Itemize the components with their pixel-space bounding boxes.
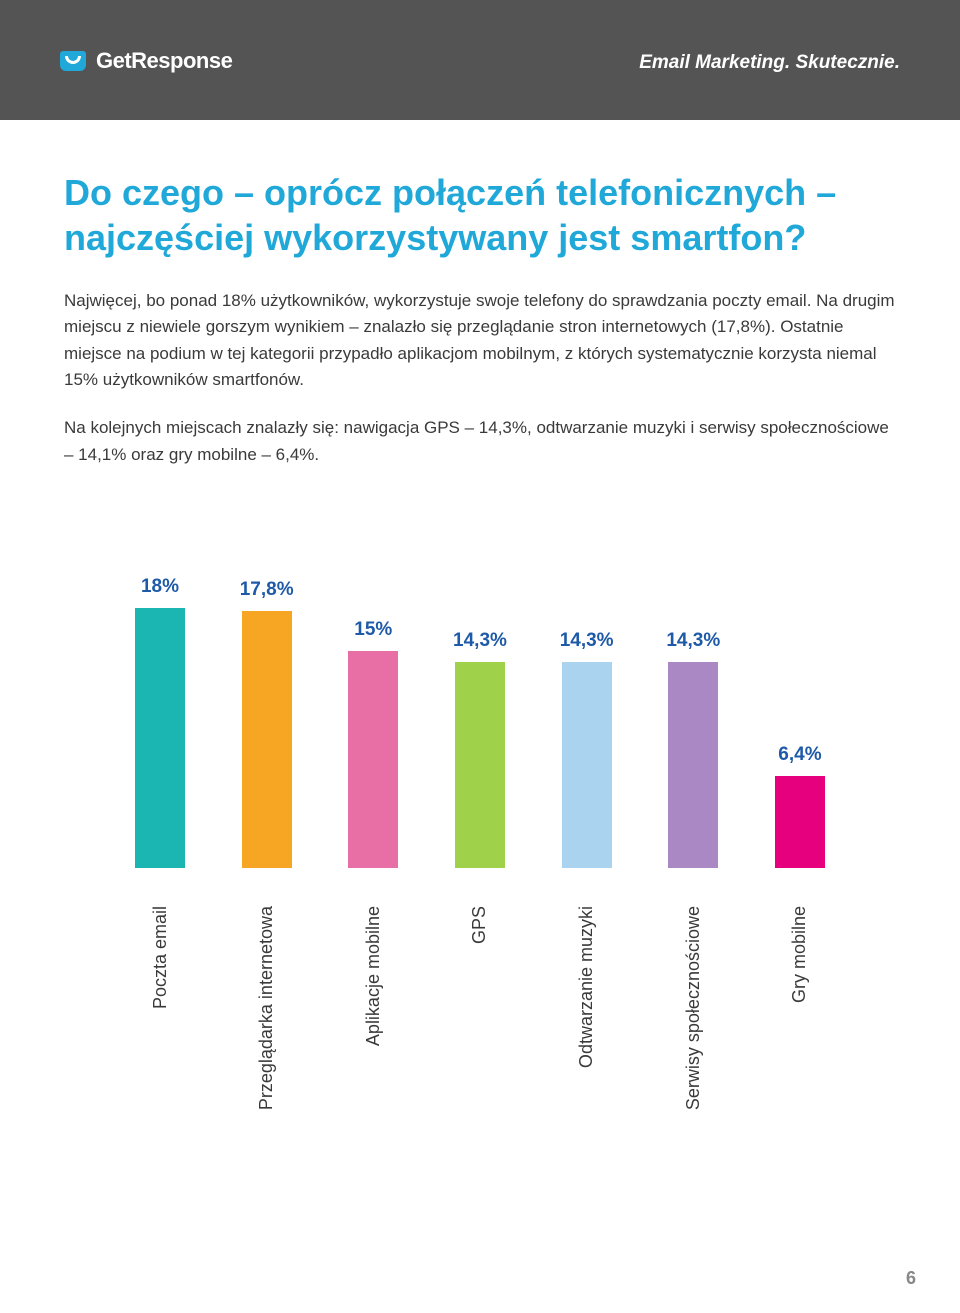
paragraph-2: Na kolejnych miejscach znalazły się: naw… bbox=[64, 415, 896, 468]
chart-bar: 14,3% bbox=[665, 630, 721, 869]
page-content: Do czego – oprócz połączeń telefonicznyc… bbox=[0, 120, 960, 1186]
chart-bar-rect bbox=[668, 662, 718, 869]
header-bar: GetResponse Email Marketing. Skutecznie. bbox=[0, 0, 960, 120]
chart-bar-value: 6,4% bbox=[778, 744, 821, 766]
chart-bar: 18% bbox=[132, 576, 188, 868]
chart-bar-label: Gry mobilne bbox=[772, 906, 828, 1186]
chart-bar-label: Odtwarzanie muzyki bbox=[559, 906, 615, 1186]
tagline: Email Marketing. Skutecznie. bbox=[639, 52, 900, 74]
chart-bar: 6,4% bbox=[772, 744, 828, 868]
chart-bar-value: 15% bbox=[354, 619, 392, 641]
chart-bar-value: 17,8% bbox=[240, 579, 294, 601]
chart-bar-label: Aplikacje mobilne bbox=[345, 906, 401, 1186]
chart-bar-rect bbox=[135, 608, 185, 868]
chart-bar: 14,3% bbox=[452, 630, 508, 869]
brand-name: GetResponse bbox=[96, 48, 232, 74]
chart-bar-rect bbox=[455, 662, 505, 869]
chart-bar-value: 14,3% bbox=[453, 630, 507, 652]
chart-bar-label: Poczta email bbox=[132, 906, 188, 1186]
chart-bar-label: Przeglądarka internetowa bbox=[239, 906, 295, 1186]
envelope-icon bbox=[60, 51, 86, 71]
chart-bar: 14,3% bbox=[559, 630, 615, 869]
paragraph-1: Najwięcej, bo ponad 18% użytkowników, wy… bbox=[64, 288, 896, 393]
chart-bar-rect bbox=[775, 776, 825, 868]
chart-bar-label: GPS bbox=[452, 906, 508, 1186]
chart-bar: 15% bbox=[345, 619, 401, 868]
chart-bar-value: 18% bbox=[141, 576, 179, 598]
chart-bar-label: Serwisy społecznościowe bbox=[665, 906, 721, 1186]
chart-bar-rect bbox=[562, 662, 612, 869]
page-title: Do czego – oprócz połączeń telefonicznyc… bbox=[64, 170, 896, 260]
chart-bar-rect bbox=[242, 611, 292, 868]
chart-bar-value: 14,3% bbox=[560, 630, 614, 652]
usage-bar-chart: 18% 17,8% 15% 14,3% 14,3% 14,3% 6,4% Poczta em… bbox=[120, 548, 840, 1186]
page-number: 6 bbox=[906, 1268, 916, 1289]
brand-logo: GetResponse bbox=[60, 48, 232, 74]
chart-bar: 17,8% bbox=[239, 579, 295, 868]
chart-bar-rect bbox=[348, 651, 398, 868]
chart-bar-value: 14,3% bbox=[666, 630, 720, 652]
